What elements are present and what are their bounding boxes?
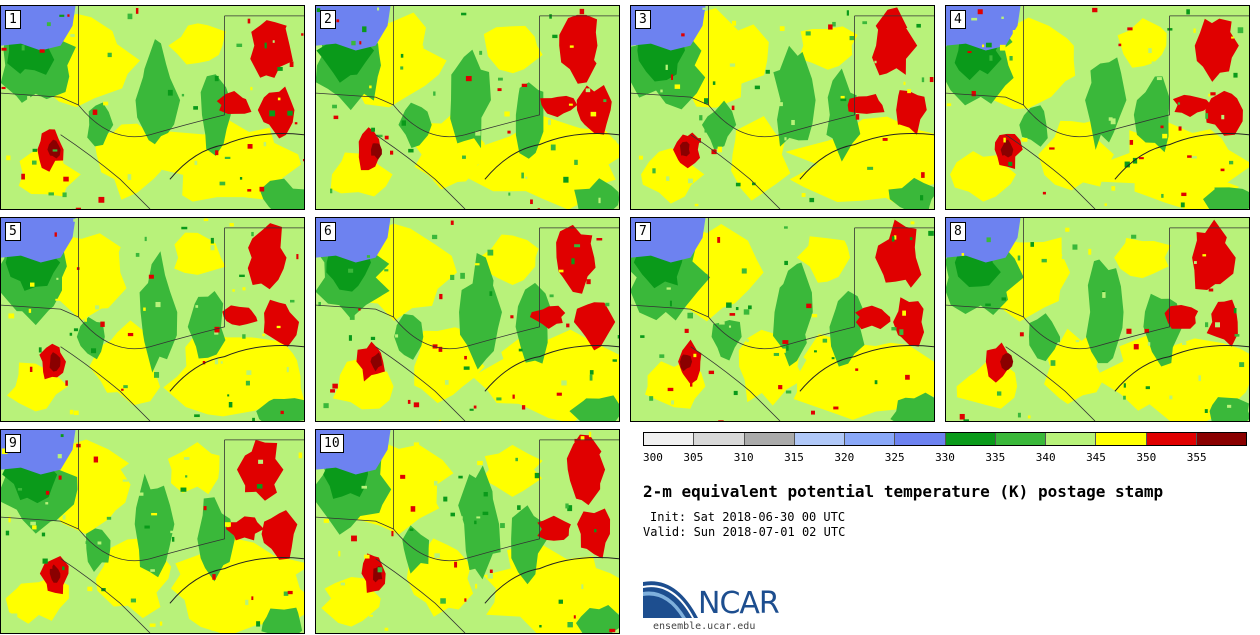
member-number-label: 2 bbox=[320, 10, 336, 29]
member-number-label: 1 bbox=[5, 10, 21, 29]
colorbar-tick-label: 350 bbox=[1136, 451, 1157, 464]
ncar-logo-icon bbox=[643, 581, 698, 618]
colorbar-bin bbox=[1146, 433, 1197, 445]
colorbar-bin bbox=[1046, 433, 1097, 445]
colorbar-tick-label: 315 bbox=[784, 451, 804, 464]
colorbar-bin bbox=[794, 433, 845, 445]
ensemble-member-panel: 1 bbox=[0, 5, 305, 210]
site-url: ensemble.ucar.edu bbox=[653, 621, 756, 632]
colorbar-bin bbox=[694, 433, 745, 445]
valid-time: Valid: Sun 2018-07-01 02 UTC bbox=[643, 525, 846, 539]
ensemble-member-panel: 2 bbox=[315, 5, 620, 210]
ensemble-member-panel: 6 bbox=[315, 217, 620, 422]
ensemble-member-panel: 8 bbox=[945, 217, 1250, 422]
member-map bbox=[1, 218, 304, 421]
member-number-label: 7 bbox=[635, 222, 651, 241]
colorbar-tick-label: 320 bbox=[834, 451, 855, 464]
member-number-label: 3 bbox=[635, 10, 651, 29]
colorbar-tick-label: 355 bbox=[1186, 451, 1207, 464]
colorbar-bin bbox=[1196, 433, 1246, 445]
member-map bbox=[316, 218, 619, 421]
ensemble-member-panel: 7 bbox=[630, 217, 935, 422]
colorbar-bin bbox=[644, 433, 695, 445]
member-number-label: 8 bbox=[950, 222, 966, 241]
colorbar-bin bbox=[945, 433, 996, 445]
member-number-label: 5 bbox=[5, 222, 21, 241]
member-map bbox=[1, 6, 304, 209]
colorbar-tick-label: 325 bbox=[884, 451, 905, 464]
colorbar bbox=[643, 432, 1247, 446]
colorbar-bin bbox=[1096, 433, 1147, 445]
ensemble-member-panel: 5 bbox=[0, 217, 305, 422]
member-map bbox=[946, 6, 1249, 209]
member-number-label: 10 bbox=[320, 434, 344, 453]
ncar-logo-text: NCAR bbox=[698, 586, 780, 621]
colorbar-tick-label: 335 bbox=[985, 451, 1006, 464]
member-number-label: 6 bbox=[320, 222, 336, 241]
ensemble-member-panel: 9 bbox=[0, 429, 305, 634]
colorbar-bin bbox=[845, 433, 896, 445]
ensemble-member-panel: 3 bbox=[630, 5, 935, 210]
colorbar-tick-label: 305 bbox=[683, 451, 704, 464]
colorbar-tick-label: 300 bbox=[643, 451, 663, 464]
member-map bbox=[946, 218, 1249, 421]
member-map bbox=[631, 6, 934, 209]
colorbar-ticks: 300 305 310 315 320 325 330 335 340 345 350 355 bbox=[643, 451, 1247, 465]
member-map bbox=[316, 430, 619, 633]
init-time: Init: Sat 2018-06-30 00 UTC bbox=[650, 510, 846, 524]
colorbar-bin bbox=[895, 433, 946, 445]
member-map bbox=[631, 218, 934, 421]
colorbar-tick-label: 340 bbox=[1035, 451, 1056, 464]
colorbar-bin bbox=[744, 433, 795, 445]
member-map bbox=[316, 6, 619, 209]
member-map bbox=[1, 430, 304, 633]
chart-title: 2-m equivalent potential temperature (K)… bbox=[643, 482, 1164, 501]
colorbar-bin bbox=[995, 433, 1046, 445]
colorbar-tick-label: 310 bbox=[733, 451, 754, 464]
member-number-label: 9 bbox=[5, 434, 21, 453]
colorbar-tick-label: 330 bbox=[935, 451, 955, 464]
colorbar-tick-label: 345 bbox=[1086, 451, 1106, 464]
member-number-label: 4 bbox=[950, 10, 966, 29]
ensemble-member-panel: 10 bbox=[315, 429, 620, 634]
ensemble-member-panel: 4 bbox=[945, 5, 1250, 210]
